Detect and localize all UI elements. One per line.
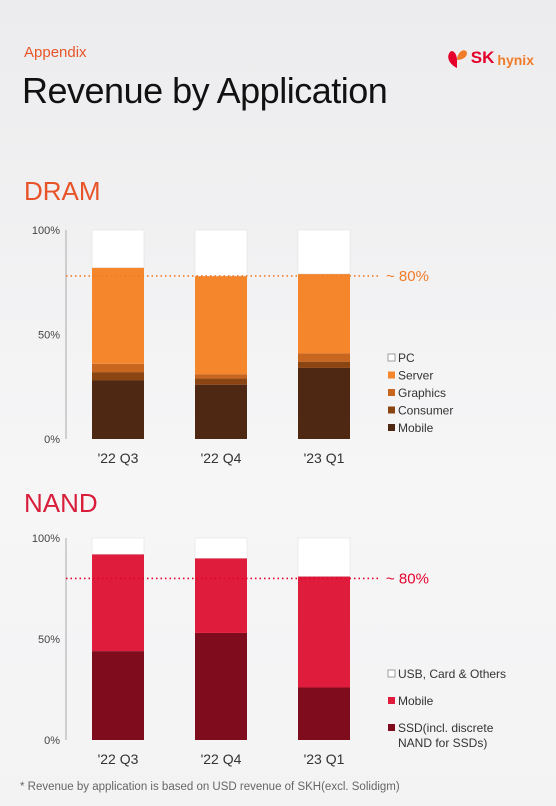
legend-label: SSD(incl. discrete <box>398 721 494 735</box>
x-category-label: '22 Q4 <box>201 450 242 466</box>
sk-hynix-logo: SK hynix <box>445 48 534 70</box>
bar-segment-server <box>298 273 350 354</box>
x-category-label: '22 Q3 <box>98 450 139 466</box>
y-tick-label: 0% <box>44 735 60 747</box>
legend-swatch <box>388 371 395 379</box>
bar-segment-mobile <box>195 558 247 633</box>
x-category-label: '22 Q3 <box>98 751 139 767</box>
bar-segment-usb-card-others <box>297 537 351 577</box>
page-title: Revenue by Application <box>22 70 388 111</box>
legend-item-server: Server <box>388 369 433 383</box>
logo-subtext: hynix <box>497 52 534 68</box>
bar-segment-consumer <box>92 372 144 381</box>
legend-item-consumer: Consumer <box>388 404 453 418</box>
legend-label: Graphics <box>398 386 446 400</box>
bar-segment-mobile <box>92 554 144 652</box>
x-category-label: '23 Q1 <box>304 751 345 767</box>
legend-label: Mobile <box>398 421 434 435</box>
bar-segment-graphics <box>195 374 247 379</box>
bar-segment-usb-card-others <box>91 537 145 555</box>
bar-segment-pc <box>297 229 351 275</box>
bar-segment-pc <box>91 229 145 268</box>
legend-swatch <box>387 669 396 678</box>
legend-label: PC <box>398 351 415 365</box>
legend-swatch <box>388 424 395 431</box>
y-tick-label: 50% <box>38 330 60 342</box>
legend-label: NAND for SSDs) <box>398 736 487 750</box>
bar-segment-pc <box>194 229 248 277</box>
legend-item-graphics: Graphics <box>388 386 446 400</box>
legend-swatch <box>388 697 395 704</box>
reference-line-label: ~ 80% <box>386 570 429 587</box>
y-tick-label: 0% <box>44 434 60 446</box>
logo-text: SK <box>470 48 495 67</box>
nand-section-title: NAND <box>24 488 98 518</box>
footnote: * Revenue by application is based on USD… <box>20 781 400 793</box>
bar-segment-ssd-incl-discrete-nand-for-ssds <box>92 651 144 740</box>
bar-segment-usb-card-others <box>194 537 248 559</box>
legend-label: Mobile <box>398 694 434 708</box>
y-tick-label: 100% <box>32 225 60 237</box>
bar-segment-ssd-incl-discrete-nand-for-ssds <box>298 687 350 740</box>
x-category-label: '23 Q1 <box>304 450 345 466</box>
legend-label: USB, Card & Others <box>398 667 506 681</box>
legend-swatch <box>388 389 395 396</box>
bar-segment-consumer <box>195 378 247 385</box>
y-tick-label: 50% <box>38 634 60 646</box>
bar-segment-server <box>195 275 247 375</box>
bar-segment-mobile <box>298 367 350 439</box>
butterfly-logo-icon <box>448 50 467 68</box>
reference-line-label: ~ 80% <box>386 268 429 285</box>
legend-label: Consumer <box>398 404 453 418</box>
bar-segment-graphics <box>298 353 350 362</box>
bar-segment-mobile <box>298 576 350 688</box>
legend-swatch <box>388 724 395 731</box>
legend-item-pc: PC <box>387 351 415 365</box>
bar-segment-consumer <box>298 361 350 368</box>
bar-segment-server <box>92 267 144 364</box>
bar-segment-ssd-incl-discrete-nand-for-ssds <box>195 632 247 740</box>
legend-swatch <box>388 406 395 414</box>
legend-swatch <box>387 353 396 362</box>
y-tick-label: 100% <box>32 533 60 545</box>
legend-item-mobile: Mobile <box>388 694 434 708</box>
appendix-label: Appendix <box>24 44 87 61</box>
legend-item-usb-card-others: USB, Card & Others <box>387 667 506 681</box>
legend-item-mobile: Mobile <box>388 421 434 435</box>
bar-segment-mobile <box>195 384 247 439</box>
dram-section-title: DRAM <box>24 176 101 206</box>
bar-segment-graphics <box>92 363 144 373</box>
x-category-label: '22 Q4 <box>201 751 242 767</box>
bar-segment-mobile <box>92 380 144 439</box>
legend-label: Server <box>398 369 433 383</box>
